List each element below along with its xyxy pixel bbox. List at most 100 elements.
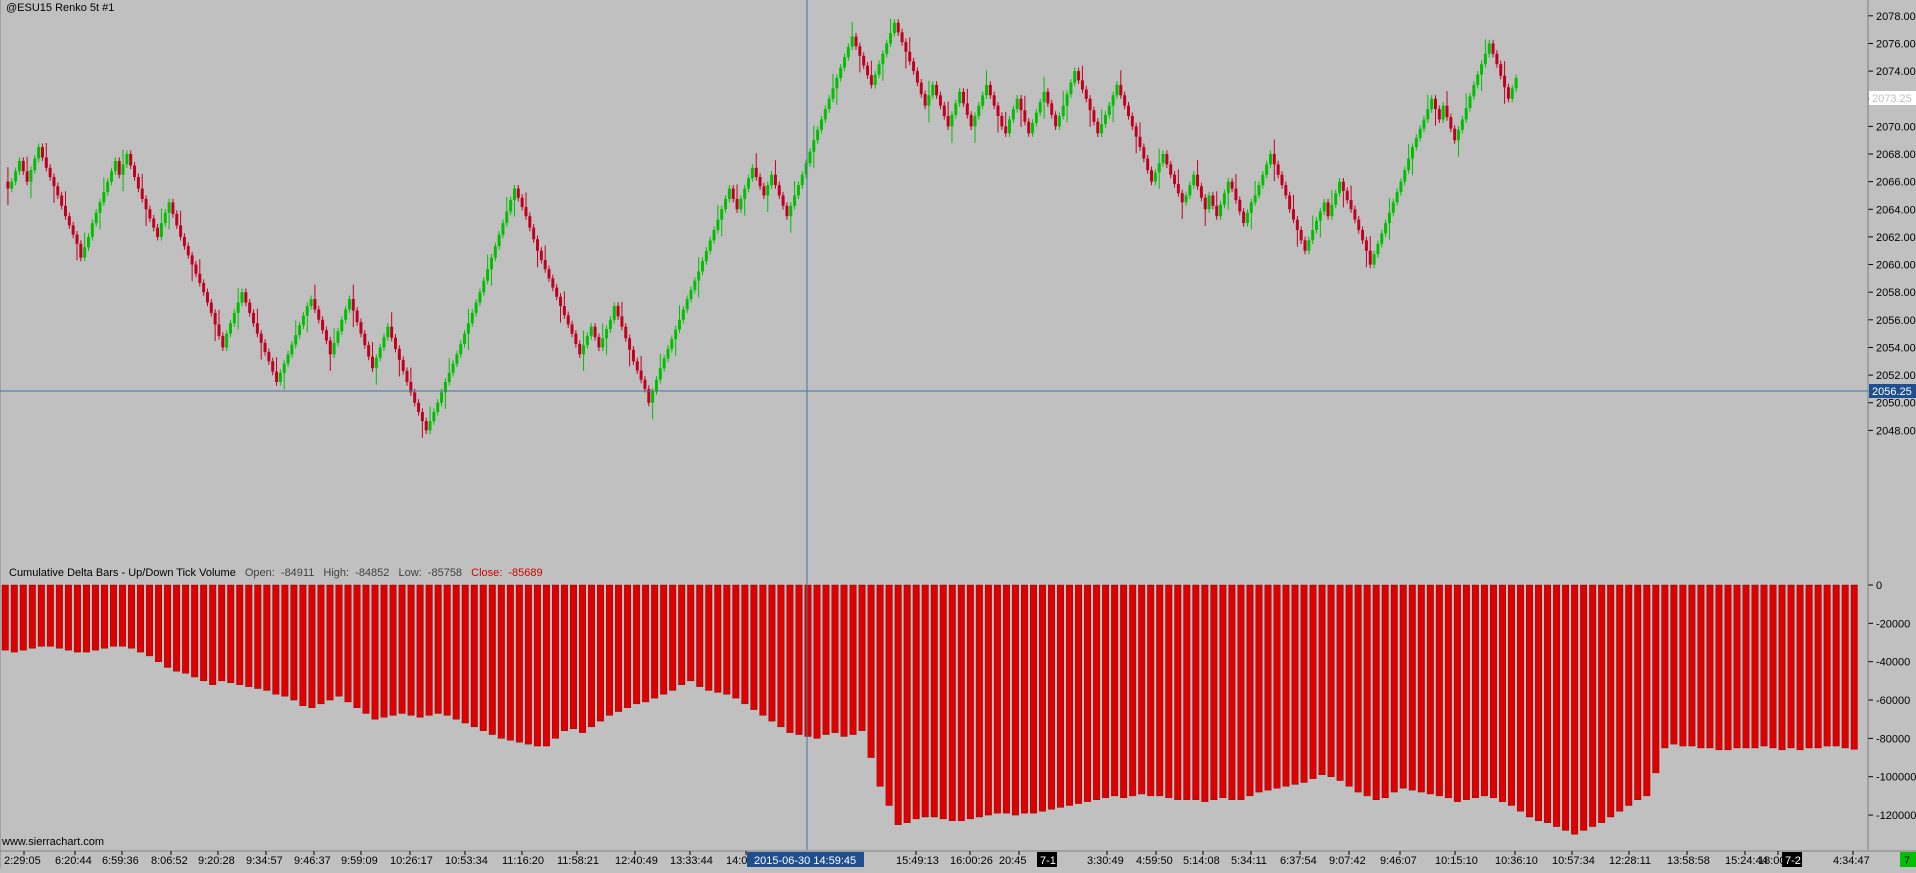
- delta-bar: [37, 584, 45, 647]
- delta-bar: [804, 584, 812, 737]
- delta-bar: [750, 584, 758, 710]
- renko-brick-down: [1000, 112, 1004, 130]
- delta-bar: [570, 584, 577, 729]
- renko-brick-down: [25, 156, 29, 186]
- time-tick-label: 15:49:13: [896, 855, 939, 867]
- delta-bar: [642, 584, 650, 703]
- delta-bar: [1823, 584, 1831, 747]
- delta-bar: [533, 584, 541, 747]
- study-low-label: Low:: [398, 567, 421, 579]
- renko-brick-down: [355, 306, 359, 326]
- renko-brick-down: [969, 111, 973, 130]
- renko-brick-up: [125, 150, 129, 168]
- renko-brick-down: [777, 181, 781, 200]
- delta-bar: [1174, 584, 1182, 800]
- delta-bar: [1444, 584, 1452, 799]
- study-title: Cumulative Delta Bars - Up/Down Tick Vol…: [9, 567, 236, 579]
- delta-bar: [46, 584, 54, 647]
- corner-value: 7: [1904, 855, 1910, 867]
- renko-brick-down: [1088, 95, 1092, 127]
- renko-brick-up: [1015, 95, 1019, 113]
- delta-bar: [110, 584, 117, 647]
- crosshair-time-badge: [747, 852, 864, 867]
- renko-brick-up: [1472, 81, 1476, 101]
- renko-brick-down: [424, 417, 428, 434]
- renko-brick-up: [743, 184, 747, 216]
- renko-brick-up: [708, 236, 712, 255]
- renko-brick-up: [1418, 125, 1422, 142]
- renko-brick-up: [290, 341, 294, 358]
- renko-brick-down: [271, 357, 275, 376]
- delta-bar: [1201, 584, 1209, 802]
- renko-brick-down: [401, 356, 405, 375]
- renko-brick-down: [390, 312, 394, 342]
- delta-bar: [28, 584, 36, 649]
- renko-brick-down: [1084, 85, 1088, 103]
- delta-bar: [1129, 584, 1137, 797]
- renko-brick-down: [1499, 60, 1503, 80]
- time-tick-label: 12:40:49: [615, 855, 658, 867]
- renko-brick-down: [117, 157, 121, 179]
- renko-brick-up: [1257, 181, 1261, 200]
- renko-brick-up: [1468, 92, 1472, 112]
- delta-bar: [281, 584, 289, 697]
- renko-brick-down: [63, 191, 67, 220]
- renko-brick-down: [908, 37, 912, 66]
- renko-brick-up: [478, 288, 482, 307]
- renko-brick-up: [666, 345, 670, 363]
- delta-panel[interactable]: 0 -20000 -40000 -60000 -80000 -100000 -120000: [1, 580, 1916, 835]
- renko-brick-up: [336, 327, 340, 347]
- renko-brick-up: [701, 257, 705, 276]
- study-open-value: -84911: [281, 567, 314, 579]
- renko-brick-up: [819, 115, 823, 134]
- renko-brick-down: [359, 318, 363, 338]
- renko-brick-up: [493, 242, 497, 262]
- renko-brick-down: [539, 247, 543, 264]
- renko-brick-up: [1395, 188, 1399, 206]
- delta-bar: [975, 584, 983, 818]
- renko-brick-down: [420, 408, 424, 438]
- renko-brick-down: [144, 195, 148, 226]
- delta-bar: [579, 584, 586, 733]
- delta-tick-label: -120000: [1876, 810, 1916, 822]
- renko-brick-down: [647, 385, 651, 407]
- time-tick-label: 6:59:36: [102, 855, 139, 867]
- delta-bar: [91, 584, 99, 651]
- delta-bar: [1381, 584, 1389, 799]
- price-panel[interactable]: 2078.002076.002074.002072.002070.002068.…: [6, 11, 1916, 438]
- time-axis[interactable]: 2:29:05 6:20:44 6:59:36 8:06:52 9:20:28 9:34:…: [0, 850, 1916, 867]
- renko-brick-up: [881, 50, 885, 81]
- renko-brick-up: [278, 369, 282, 386]
- delta-bar: [1417, 584, 1425, 793]
- delta-bars: [1, 584, 1858, 835]
- renko-brick-down: [912, 57, 916, 75]
- renko-brick-down: [988, 81, 992, 99]
- delta-bar: [1471, 584, 1479, 799]
- renko-brick-down: [1203, 194, 1207, 226]
- renko-brick-down: [1050, 99, 1054, 119]
- renko-brick-up: [459, 340, 463, 358]
- renko-brick-up: [386, 323, 390, 341]
- renko-brick-up: [163, 209, 167, 227]
- renko-brick-up: [1510, 84, 1514, 103]
- renko-brick-up: [831, 73, 835, 103]
- renko-brick-down: [1234, 174, 1238, 204]
- renko-brick-up: [466, 308, 470, 351]
- renko-brick-up: [482, 277, 486, 296]
- renko-brick-down: [1276, 160, 1280, 179]
- delta-bar: [840, 584, 848, 737]
- delta-bar: [1634, 584, 1642, 800]
- renko-brick-down: [1280, 171, 1284, 189]
- renko-brick-down: [413, 388, 417, 407]
- renko-brick-up: [977, 102, 981, 120]
- renko-brick-down: [1449, 113, 1453, 133]
- renko-brick-up: [1322, 198, 1326, 216]
- renko-brick-down: [1004, 111, 1008, 137]
- crosshair-price-label: 2056.25: [1872, 386, 1912, 398]
- renko-brick-down: [175, 210, 179, 230]
- renko-brick-down: [620, 301, 624, 331]
- delta-bar: [1760, 584, 1768, 747]
- renko-brick-down: [221, 332, 225, 352]
